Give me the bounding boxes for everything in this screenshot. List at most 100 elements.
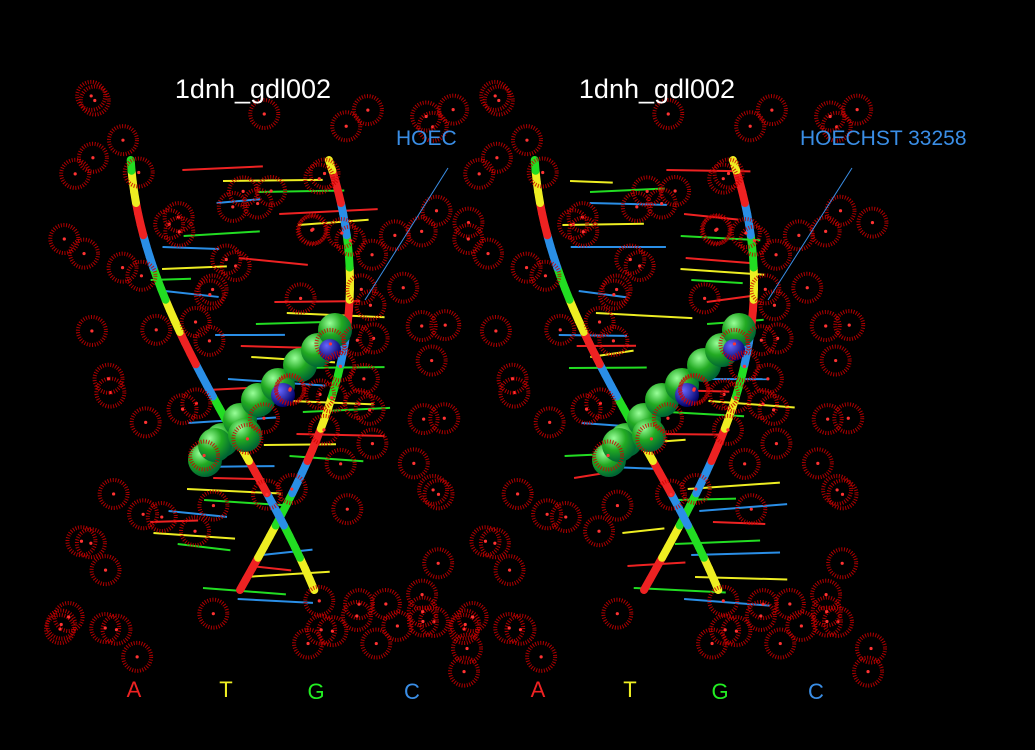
water-center xyxy=(338,364,343,368)
ligand-label: HOEC xyxy=(396,127,457,150)
water-center xyxy=(825,619,829,624)
water-center xyxy=(340,231,344,235)
water xyxy=(415,344,448,377)
water-center xyxy=(137,170,141,175)
water-center xyxy=(224,257,228,262)
water-center xyxy=(59,622,63,627)
water-center xyxy=(816,461,820,465)
water xyxy=(679,473,712,506)
water-center xyxy=(824,324,828,328)
water-center xyxy=(160,515,164,519)
water xyxy=(416,110,449,143)
water-center xyxy=(597,320,602,324)
water xyxy=(241,187,274,220)
ligand-label: HOECHST 33258 xyxy=(800,127,967,150)
water xyxy=(728,447,761,480)
water xyxy=(501,477,534,510)
water-center xyxy=(564,515,568,519)
water-center xyxy=(103,568,108,572)
water xyxy=(275,473,308,506)
water xyxy=(456,601,489,634)
water xyxy=(179,306,212,339)
water-center xyxy=(826,417,830,421)
water-center xyxy=(299,296,303,300)
water xyxy=(526,156,559,189)
water xyxy=(760,238,793,271)
water xyxy=(841,93,874,126)
water xyxy=(738,224,771,257)
water xyxy=(89,612,122,645)
water xyxy=(510,124,543,157)
water-center xyxy=(692,387,696,391)
water-center xyxy=(120,266,125,270)
water-center xyxy=(726,428,730,432)
water-center xyxy=(362,377,366,381)
water xyxy=(295,214,328,247)
base-stick xyxy=(298,218,369,226)
water xyxy=(711,413,744,446)
water xyxy=(678,372,711,405)
water-center xyxy=(840,492,845,496)
water-center xyxy=(732,342,737,346)
ligand-atom xyxy=(318,313,352,347)
water xyxy=(510,251,543,284)
water-center xyxy=(90,329,94,333)
water-center xyxy=(752,239,756,243)
water xyxy=(125,259,158,292)
base-stick xyxy=(712,521,766,525)
water-center xyxy=(748,124,752,128)
water-center xyxy=(466,221,471,225)
water-center xyxy=(234,264,238,268)
legend-c: C xyxy=(404,679,420,704)
water-center xyxy=(483,539,488,543)
water xyxy=(437,93,470,126)
water-center xyxy=(103,626,107,630)
water xyxy=(832,402,865,435)
water-center xyxy=(486,252,490,256)
water xyxy=(747,588,780,621)
water-center xyxy=(328,342,333,346)
water-center xyxy=(869,646,873,651)
water-center xyxy=(211,503,216,508)
water-center xyxy=(442,416,446,420)
water xyxy=(735,493,768,526)
water-center xyxy=(770,108,774,112)
water-center xyxy=(384,602,388,606)
water xyxy=(601,597,634,630)
water-center xyxy=(507,568,512,572)
water xyxy=(248,97,281,130)
water xyxy=(417,605,450,638)
water xyxy=(381,609,414,642)
water xyxy=(810,578,843,611)
water-center xyxy=(721,599,725,603)
water xyxy=(162,201,195,234)
water xyxy=(600,273,633,306)
water xyxy=(801,447,834,480)
water-center xyxy=(743,462,747,466)
water-center xyxy=(359,287,363,291)
water xyxy=(635,422,668,455)
water xyxy=(791,271,824,304)
legend-t: T xyxy=(219,677,232,702)
water xyxy=(75,314,108,347)
water xyxy=(106,251,139,284)
water-center xyxy=(666,112,670,116)
water-center xyxy=(825,609,829,614)
water xyxy=(597,324,630,357)
base-stick xyxy=(150,519,199,523)
base-stick xyxy=(244,570,330,578)
water xyxy=(773,587,806,620)
water xyxy=(699,214,732,247)
water-center xyxy=(846,416,850,420)
water xyxy=(76,141,109,174)
base-stick xyxy=(684,598,770,607)
base-stick xyxy=(683,213,739,221)
water xyxy=(479,314,512,347)
water-center xyxy=(524,266,529,270)
water-center xyxy=(734,395,738,400)
base-stick xyxy=(168,510,228,518)
water-center xyxy=(393,233,397,237)
water xyxy=(785,609,818,642)
